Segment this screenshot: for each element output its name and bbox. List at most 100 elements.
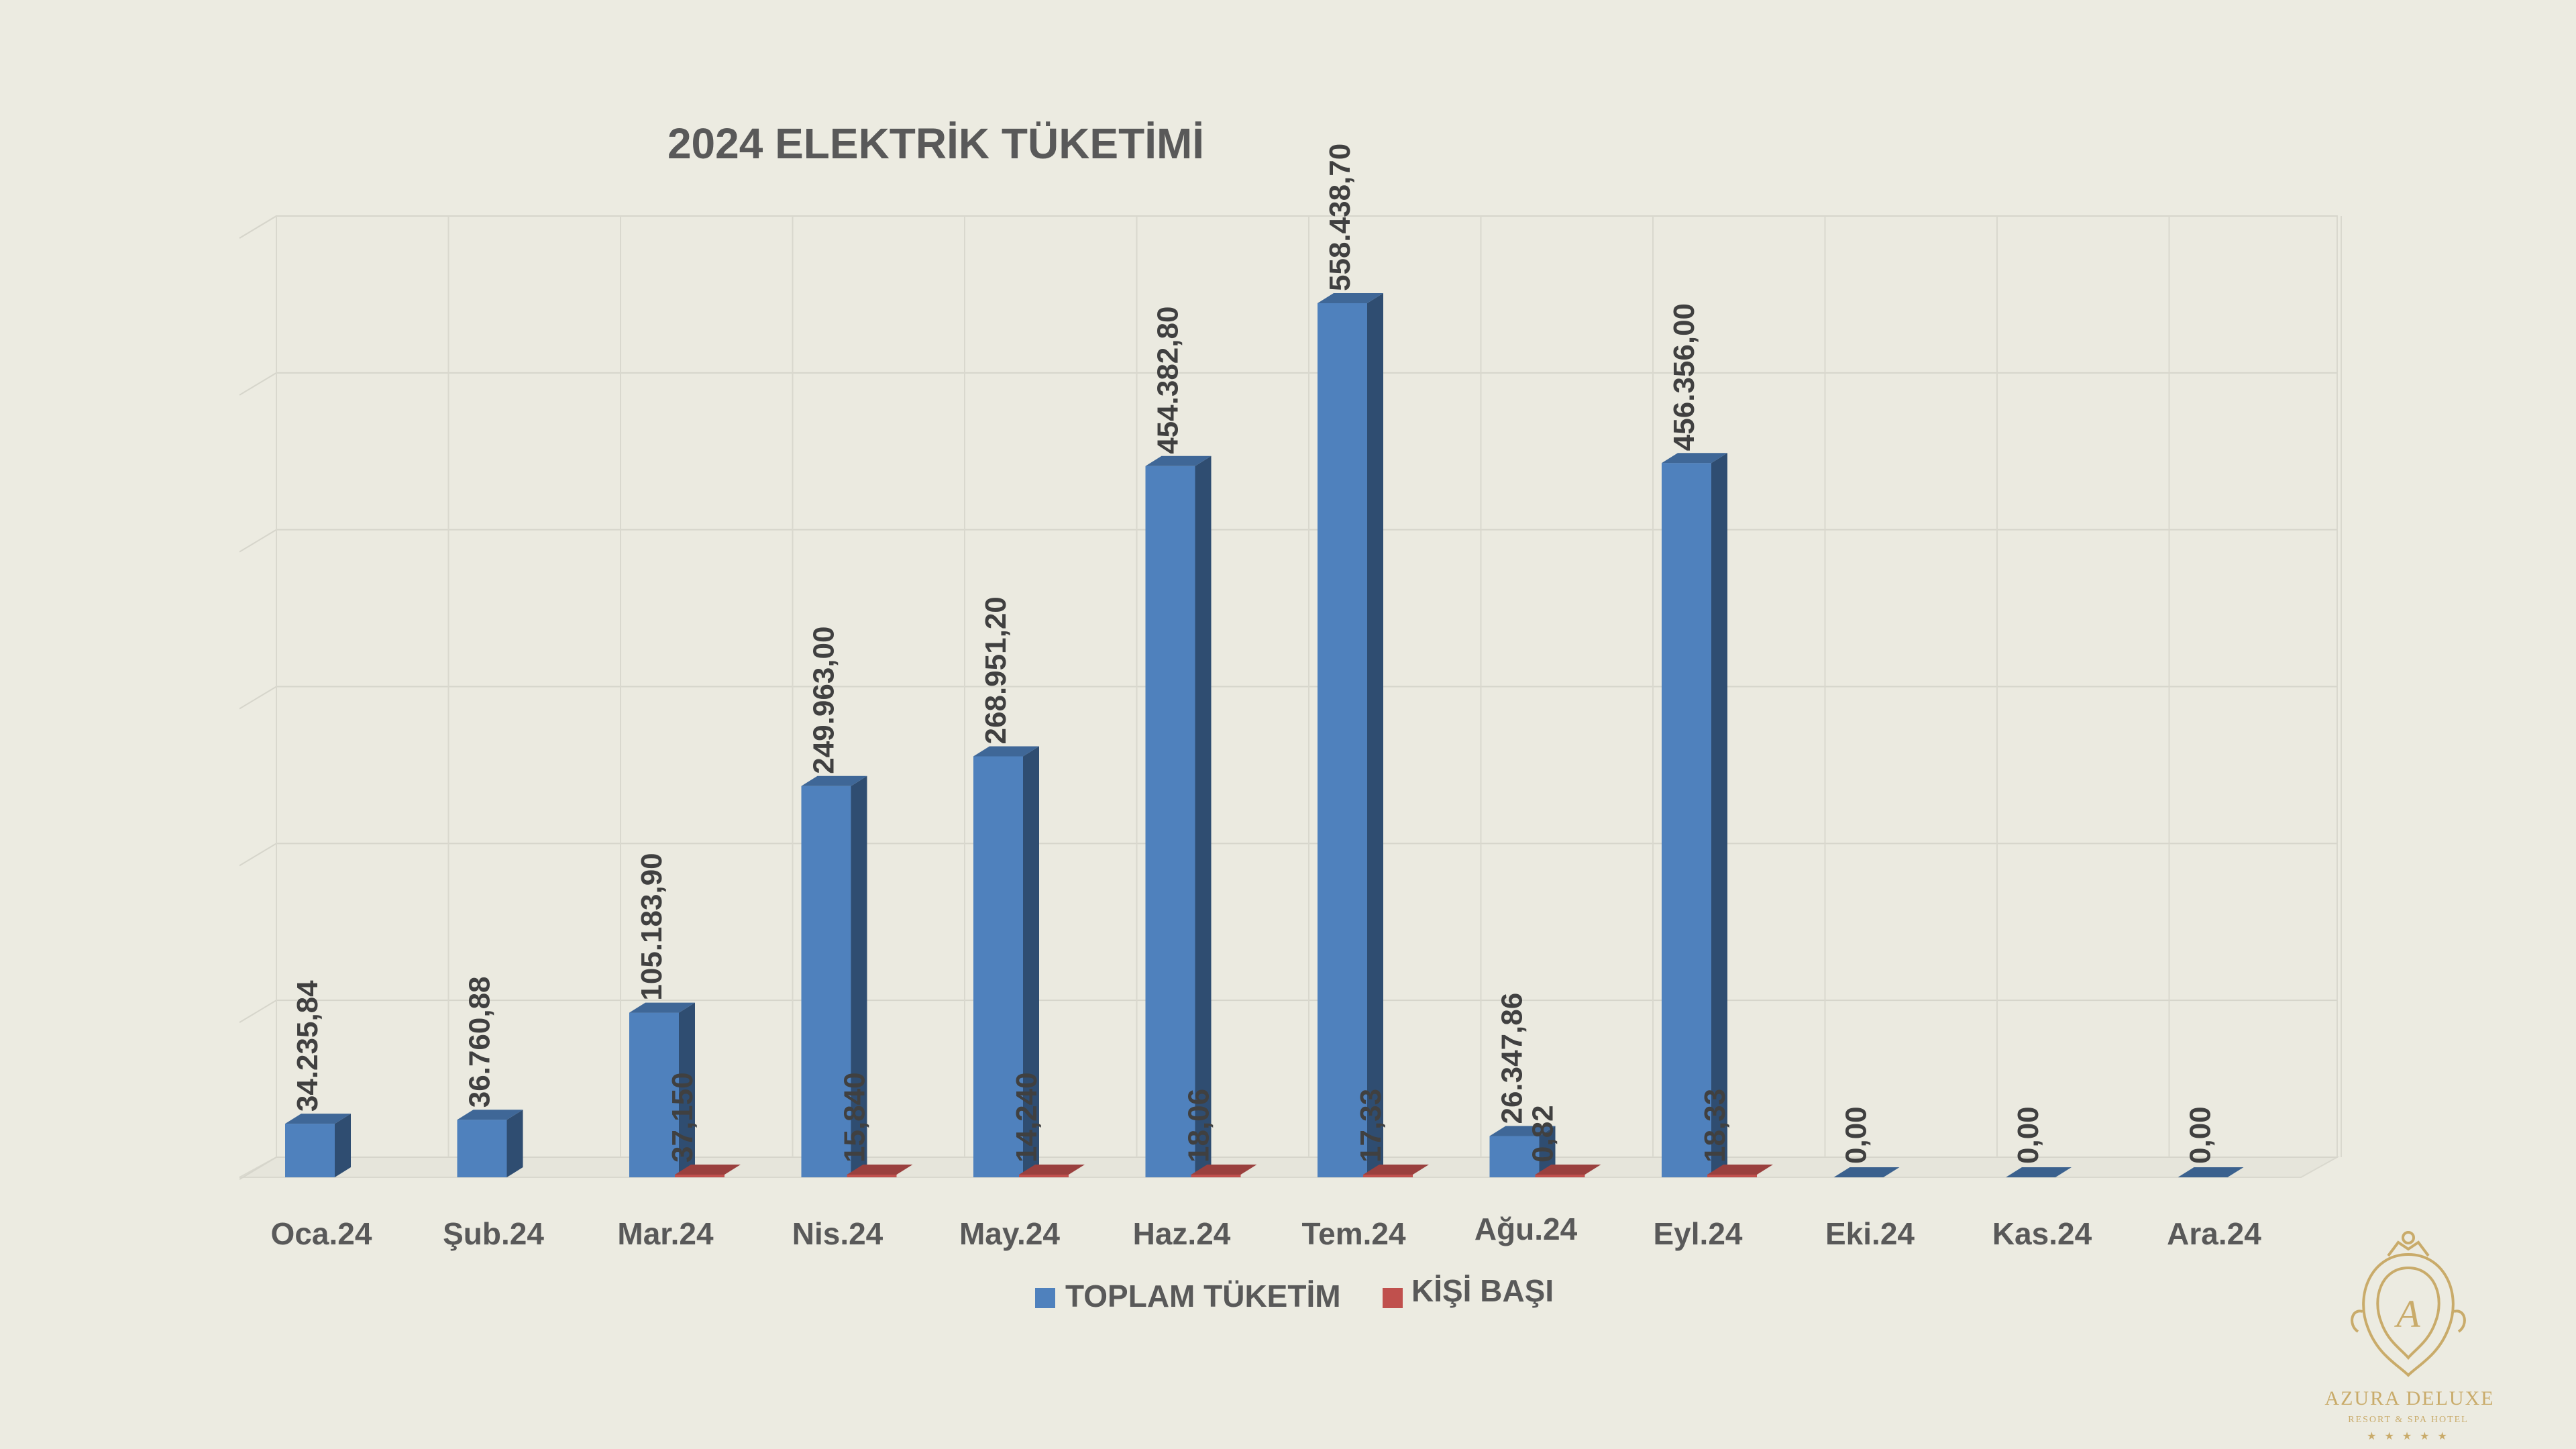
value-label-total: 456.356,00 (1668, 303, 1701, 451)
gridline-side (239, 215, 277, 239)
bar-total-top (801, 775, 867, 786)
bar-total-side (1539, 1126, 1556, 1177)
gridline-side (239, 529, 277, 553)
chart-bars (285, 293, 2244, 1177)
bar-total-zero (1833, 1167, 1900, 1177)
value-label-total: 26.347,86 (1496, 993, 1529, 1124)
chart-value-labels: 34.235,84 36.760,88 105.183,90 37,150 249.96… (291, 144, 2217, 1164)
logo-tagline: RESORT & SPA HOTEL (2348, 1415, 2468, 1425)
x-tick-label: Ağu.24 (1474, 1212, 1578, 1246)
x-tick-label: Eyl.24 (1654, 1216, 1743, 1251)
value-label-per-person: 18,33 (1699, 1089, 1731, 1163)
value-label-total: 0,00 (1840, 1106, 1873, 1164)
chart-legend: TOPLAM TÜKETİM KİŞİ BAŞI (1035, 1273, 1554, 1313)
bar-total (1489, 1136, 1540, 1177)
value-label-total: 268.951,20 (979, 596, 1012, 744)
value-label-total: 454.382,80 (1152, 307, 1185, 454)
bar-total-top (285, 1114, 351, 1124)
bar-total (457, 1120, 507, 1177)
value-label-per-person: 0,82 (1527, 1105, 1560, 1163)
chart-gridlines (239, 215, 2342, 1180)
bar-per-person (1535, 1175, 1585, 1177)
x-tick-label: Oca.24 (271, 1216, 372, 1251)
bar-total-side (1711, 453, 1727, 1177)
logo-monogram: A (2394, 1292, 2420, 1336)
bar-total-top (1318, 293, 1383, 303)
bar-total-top (457, 1110, 523, 1120)
bar-per-person-top (1019, 1165, 1085, 1175)
gridline-side (239, 843, 277, 867)
bar-total-side (506, 1110, 523, 1177)
x-tick-label: Nis.24 (792, 1216, 883, 1251)
bar-per-person (1019, 1175, 1069, 1177)
legend-label-per-person: KİŞİ BAŞI (1411, 1273, 1554, 1308)
x-tick-label: Şub.24 (443, 1216, 544, 1251)
bar-per-person-top (675, 1165, 741, 1175)
gridline-side (239, 686, 277, 710)
value-label-total: 34.235,84 (291, 980, 324, 1112)
bar-total (629, 1012, 679, 1177)
bar-per-person (1707, 1175, 1757, 1177)
value-label-total: 105.183,90 (635, 853, 668, 1000)
x-tick-label: Ara.24 (2167, 1216, 2261, 1251)
value-label-per-person: 17,33 (1354, 1089, 1387, 1163)
legend-swatch-per-person (1383, 1288, 1403, 1308)
bar-per-person-top (1363, 1165, 1429, 1175)
x-tick-label: May.24 (959, 1216, 1060, 1251)
chart-back-wall (239, 215, 2340, 1178)
bar-total (801, 786, 851, 1177)
bar-total-side (1367, 293, 1383, 1177)
bar-total-top (1662, 453, 1727, 464)
bar-total-top (973, 746, 1039, 757)
bar-total-zero (2178, 1167, 2244, 1177)
bar-total-side (1195, 455, 1212, 1177)
logo-name: AZURA DELUXE (2324, 1387, 2494, 1409)
legend-swatch-total (1035, 1288, 1055, 1308)
bar-per-person-top (1707, 1165, 1773, 1175)
bar-total (1145, 466, 1195, 1177)
bar-total-side (679, 1002, 695, 1177)
bar-total (1318, 303, 1367, 1177)
x-tick-label: Mar.24 (617, 1216, 714, 1251)
value-label-total: 249.963,00 (808, 627, 841, 774)
bar-total-zero (2006, 1167, 2072, 1177)
value-label-per-person: 14,240 (1010, 1072, 1043, 1163)
legend-label-total: TOPLAM TÜKETİM (1065, 1279, 1341, 1313)
value-label-total: 36.760,88 (464, 976, 496, 1108)
value-label-total: 558.438,70 (1324, 144, 1356, 291)
value-label-total: 0,00 (2184, 1106, 2217, 1164)
chart-title: 2024 ELEKTRİK TÜKETİMİ (667, 119, 1204, 168)
x-axis-tick-labels: Oca.24 Şub.24 Mar.24 Nis.24 May.24 Haz.24 Tem.… (271, 1212, 2262, 1251)
bar-per-person-top (1535, 1165, 1601, 1175)
gridline-side (239, 1157, 277, 1180)
value-label-per-person: 37,150 (666, 1072, 699, 1163)
bar-total-top (629, 1002, 695, 1013)
bar-total-side (335, 1114, 351, 1177)
x-tick-label: Kas.24 (1992, 1216, 2092, 1251)
bar-total-side (851, 775, 867, 1177)
bar-total (1662, 463, 1711, 1177)
bar-total (285, 1124, 335, 1177)
gridline-side (239, 1000, 277, 1024)
bar-per-person (1191, 1175, 1241, 1177)
gridline-side (239, 372, 277, 396)
bar-per-person-top (847, 1165, 913, 1175)
bar-total-side (1023, 746, 1039, 1177)
bar-per-person-top (1191, 1165, 1257, 1175)
x-tick-label: Eki.24 (1825, 1216, 1915, 1251)
bar-per-person (1363, 1175, 1413, 1177)
bar-total (973, 756, 1023, 1177)
logo-stars: ★ ★ ★ ★ ★ (2367, 1431, 2450, 1442)
x-tick-label: Tem.24 (1301, 1216, 1406, 1251)
value-label-per-person: 18,06 (1183, 1089, 1216, 1163)
bar-per-person (847, 1175, 897, 1177)
bar-total-top (1145, 455, 1212, 466)
x-tick-label: Haz.24 (1133, 1216, 1231, 1251)
bar-total-top (1489, 1126, 1556, 1136)
value-label-per-person: 15,840 (839, 1072, 871, 1163)
value-label-total: 0,00 (2012, 1106, 2045, 1164)
logo-crest-icon (2351, 1231, 2466, 1377)
bar-per-person (675, 1175, 724, 1177)
hotel-logo: A AZURA DELUXE RESORT & SPA HOTEL ★ ★ ★ … (2324, 1231, 2494, 1442)
